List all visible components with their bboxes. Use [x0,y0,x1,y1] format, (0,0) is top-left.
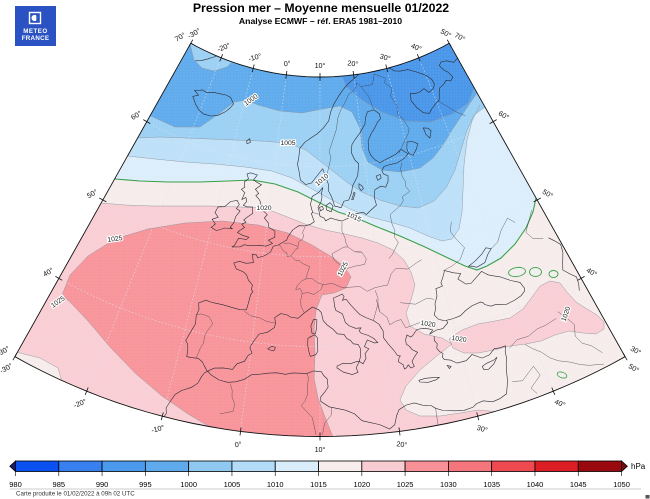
svg-text:1025: 1025 [397,480,414,489]
svg-text:10°: 10° [315,61,326,70]
svg-text:METEO: METEO [23,28,48,35]
svg-text:40°: 40° [410,41,424,53]
svg-text:1010: 1010 [267,480,284,489]
svg-text:0°: 0° [283,59,291,69]
svg-text:Carte produite le 01/02/2022 à: Carte produite le 01/02/2022 à 09h 02 UT… [16,491,135,498]
svg-text:1020: 1020 [451,335,467,344]
svg-text:-10°: -10° [150,423,165,435]
svg-text:1020: 1020 [420,320,436,329]
svg-text:hPa: hPa [631,462,646,471]
svg-text:1025: 1025 [107,235,123,244]
svg-text:Pression mer – Moyenne mensuel: Pression mer – Moyenne mensuelle 01/2022 [193,1,449,15]
svg-text:Analyse ECMWF – réf. ERA5 1981: Analyse ECMWF – réf. ERA5 1981–2010 [239,16,402,26]
svg-text:20°: 20° [347,58,359,68]
svg-text:990: 990 [96,480,109,489]
svg-text:40°: 40° [553,397,567,409]
svg-text:1020: 1020 [256,205,271,212]
svg-text:1035: 1035 [483,480,500,489]
svg-text:980: 980 [9,480,22,489]
svg-text:995: 995 [139,480,152,489]
svg-text:1040: 1040 [527,480,544,489]
svg-text:1050: 1050 [613,480,630,489]
svg-text:1005: 1005 [280,140,295,147]
svg-text:1005: 1005 [224,480,241,489]
svg-text:30°: 30° [0,344,11,357]
svg-text:30°: 30° [379,52,392,63]
svg-text:1030: 1030 [440,480,457,489]
svg-text:30°: 30° [476,423,489,434]
svg-text:FRANCE: FRANCE [22,35,50,42]
svg-text:1015: 1015 [310,480,327,489]
svg-text:10°: 10° [315,445,326,454]
svg-text:1020: 1020 [353,480,370,489]
svg-text:0°: 0° [234,439,242,449]
svg-text:1000: 1000 [180,480,197,489]
svg-text:985: 985 [53,480,66,489]
svg-text:20°: 20° [396,439,408,449]
svg-text:1045: 1045 [570,480,587,489]
svg-text:-10°: -10° [247,51,262,63]
